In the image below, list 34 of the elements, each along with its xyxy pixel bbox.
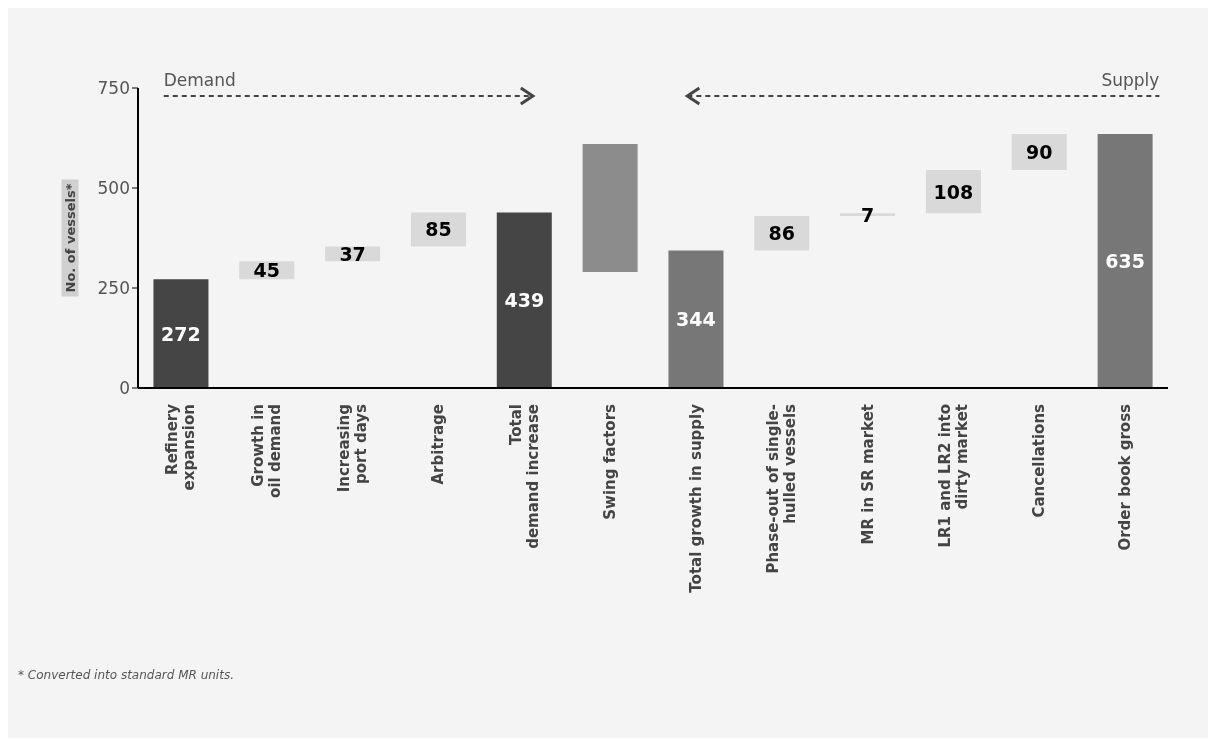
data-label: 272 (161, 322, 201, 345)
x-tick-label: Total demand increase (506, 404, 542, 549)
x-tick-label: MR in SR market (858, 404, 877, 545)
bar (582, 144, 638, 272)
x-tick-label: Order book gross (1116, 403, 1135, 551)
data-label: 86 (768, 222, 796, 245)
data-label: 344 (676, 308, 716, 331)
data-label: 108 (933, 180, 974, 203)
data-label: 90 (1026, 141, 1053, 163)
x-tick-label: Swing factors (601, 403, 620, 520)
data-label: 85 (425, 218, 452, 241)
data-label: 635 (1105, 250, 1145, 272)
data-label: 37 (339, 242, 366, 265)
y-tick-label: 500 (97, 178, 130, 199)
y-tick-label: 250 (97, 278, 130, 299)
data-label: 7 (861, 203, 875, 226)
x-tick-label: Phase-out of single- hulled vessels (764, 403, 800, 574)
x-tick-label: Total growth in supply (686, 403, 705, 593)
bar (1097, 134, 1153, 388)
annotation: Demand (163, 70, 236, 90)
x-tick-label: LR1 and LR2 into dirty market (935, 404, 971, 548)
x-tick-label: Cancellations (1030, 403, 1049, 518)
annotation: Supply (1101, 70, 1160, 90)
y-tick-label: 750 (97, 78, 130, 99)
y-axis-title: No. of vessels* (61, 179, 79, 297)
data-label: 439 (504, 289, 545, 312)
x-tick-label: Refinery expansion (163, 403, 199, 491)
bar (153, 279, 209, 388)
x-tick-label: Arbitrage (429, 404, 448, 485)
bar (668, 250, 724, 388)
data-label: 45 (253, 259, 281, 282)
text: * Converted into standard MR units. (18, 668, 234, 682)
y-tick-label: 0 (119, 378, 130, 399)
bar (496, 212, 552, 388)
